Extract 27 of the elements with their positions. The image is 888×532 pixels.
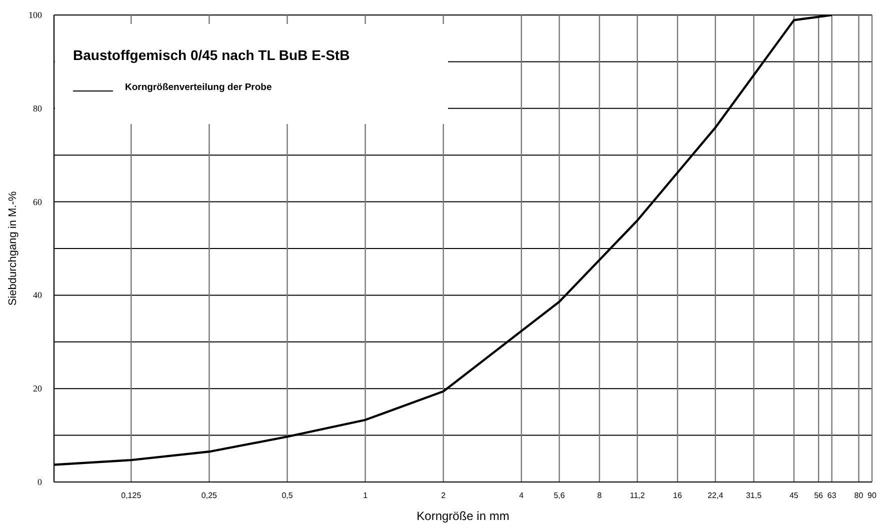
x-axis-title: Korngröße in mm bbox=[416, 509, 510, 523]
y-tick-label: 20 bbox=[33, 384, 42, 394]
x-tick-label: 8 bbox=[597, 491, 602, 500]
x-tick-label: 5,6 bbox=[554, 491, 566, 500]
y-tick-label: 60 bbox=[33, 196, 42, 207]
y-tick-label: 0 bbox=[38, 477, 42, 487]
y-tick-label: 100 bbox=[28, 10, 42, 20]
x-tick-label: 56 bbox=[814, 491, 824, 500]
x-tick-label: 2 bbox=[441, 491, 446, 500]
y-tick-label: 40 bbox=[33, 290, 42, 300]
x-tick-label: 63 bbox=[827, 491, 837, 500]
legend-label: Korngrößenverteilung der Probe bbox=[125, 82, 272, 93]
x-tick-label: 22,4 bbox=[708, 491, 724, 500]
x-tick-label: 11,2 bbox=[630, 491, 646, 500]
y-tick-label: 80 bbox=[33, 103, 42, 114]
x-tick-label: 1 bbox=[363, 491, 368, 500]
x-tick-label: 80 bbox=[854, 491, 864, 500]
x-tick-label: 0,5 bbox=[282, 491, 294, 500]
x-tick-label: 4 bbox=[519, 491, 524, 500]
x-tick-label: 0,125 bbox=[121, 491, 142, 500]
y-axis-title: Siebdurchgang in M.-% bbox=[6, 191, 19, 306]
x-tick-label: 31,5 bbox=[746, 491, 762, 500]
x-tick-label: 16 bbox=[673, 491, 683, 500]
legend-panel: Baustoffgemisch 0/45 nach TL BuB E-StB Korngrößenverteilung der Probe bbox=[55, 24, 448, 124]
x-tick-label: 0,25 bbox=[201, 491, 218, 500]
x-tick-label: 45 bbox=[789, 491, 799, 500]
x-tick-label: 90 bbox=[868, 491, 877, 500]
